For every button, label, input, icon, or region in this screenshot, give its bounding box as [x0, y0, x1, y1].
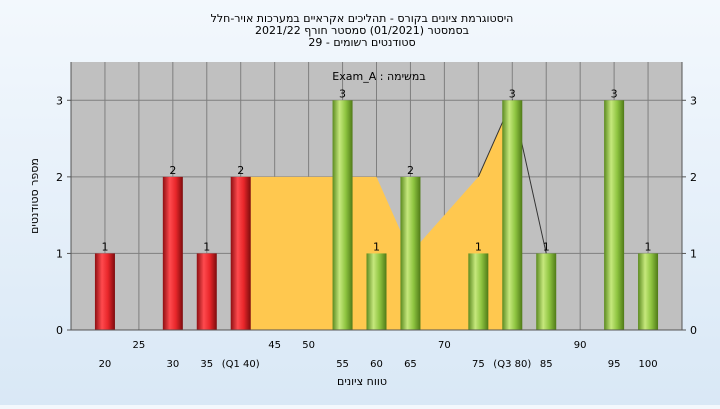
y-tick-label-right: 3 — [690, 94, 697, 107]
x-tick-label: 25 — [133, 340, 146, 351]
y-tick-label-left: 3 — [56, 94, 63, 107]
x-tick-label: 30 — [166, 359, 179, 370]
y-tick-label-right: 0 — [690, 324, 697, 337]
bar — [400, 176, 421, 330]
bar-value-label: 3 — [339, 87, 346, 100]
x-tick-label: 50 — [302, 340, 315, 351]
x-tick-label: (Q1 40) — [222, 359, 260, 370]
x-tick-label: 90 — [574, 340, 587, 351]
bar — [604, 100, 625, 331]
bar — [502, 100, 523, 331]
bar-value-label: 2 — [237, 164, 244, 177]
bar — [638, 253, 659, 330]
bar — [332, 100, 353, 331]
bar-value-label: 1 — [475, 240, 482, 253]
bar — [162, 176, 183, 330]
bar-value-label: 1 — [645, 240, 652, 253]
y-tick-label-left: 2 — [56, 171, 63, 184]
title-line-3: סטודנטים רשומים - 29 — [308, 36, 415, 49]
x-tick-label: 20 — [99, 359, 112, 370]
bar-value-label: 3 — [509, 87, 516, 100]
y-tick-label-left: 1 — [56, 247, 63, 260]
iqr-area — [240, 100, 513, 331]
bar-value-label: 1 — [373, 240, 380, 253]
legend-label: Exam_A : במשימה — [332, 70, 425, 83]
x-tick-label: 35 — [200, 359, 213, 370]
bar — [196, 253, 217, 330]
axes — [70, 62, 683, 331]
y-tick-label-right: 1 — [690, 247, 697, 260]
y-ticks: 0 0 1 1 2 2 3 3 — [56, 94, 697, 337]
bars-group: 1 2 1 2 3 1 2 1 3 1 3 1 — [94, 87, 659, 331]
x-tick-label: 65 — [404, 359, 417, 370]
bar-value-label: 1 — [101, 240, 108, 253]
title-line-2: בסמסטר (01/2021) סמסטר חורף 2021/22 — [255, 24, 469, 37]
x-tick-label: 85 — [540, 359, 553, 370]
x-tick-label: 70 — [438, 340, 451, 351]
bar — [230, 176, 251, 330]
x-tick-label: (Q3 80) — [493, 359, 531, 370]
title-line-1: היסטוגרמת ציונים בקורס - תהליכים אקראיים… — [211, 12, 514, 25]
bar-value-label: 3 — [611, 87, 618, 100]
bar — [366, 253, 387, 330]
x-tick-label: 55 — [336, 359, 349, 370]
chart-title: היסטוגרמת ציונים בקורס - תהליכים אקראיים… — [211, 12, 514, 49]
x-tick-label: 95 — [608, 359, 621, 370]
x-tick-label: 45 — [268, 340, 281, 351]
x-tick-label: 100 — [639, 359, 658, 370]
x-tick-label: 75 — [472, 359, 485, 370]
y-axis-title: מספר סטודנטים — [28, 158, 41, 234]
bar-value-label: 2 — [407, 164, 414, 177]
bar-value-label: 1 — [543, 240, 550, 253]
y-tick-label-right: 2 — [690, 171, 697, 184]
y-tick-label-left: 0 — [56, 324, 63, 337]
x-axis-title: טווח ציונים — [337, 375, 387, 388]
x-ticks: 25 45 50 70 90 20 30 35 (Q1 40) 55 60 65 75 (Q3 80) 85… — [99, 340, 658, 370]
bar-value-label: 1 — [203, 240, 210, 253]
x-tick-label: 60 — [370, 359, 383, 370]
bar — [94, 253, 115, 330]
bar — [536, 253, 557, 330]
bar — [468, 253, 489, 330]
bar-value-label: 2 — [169, 164, 176, 177]
